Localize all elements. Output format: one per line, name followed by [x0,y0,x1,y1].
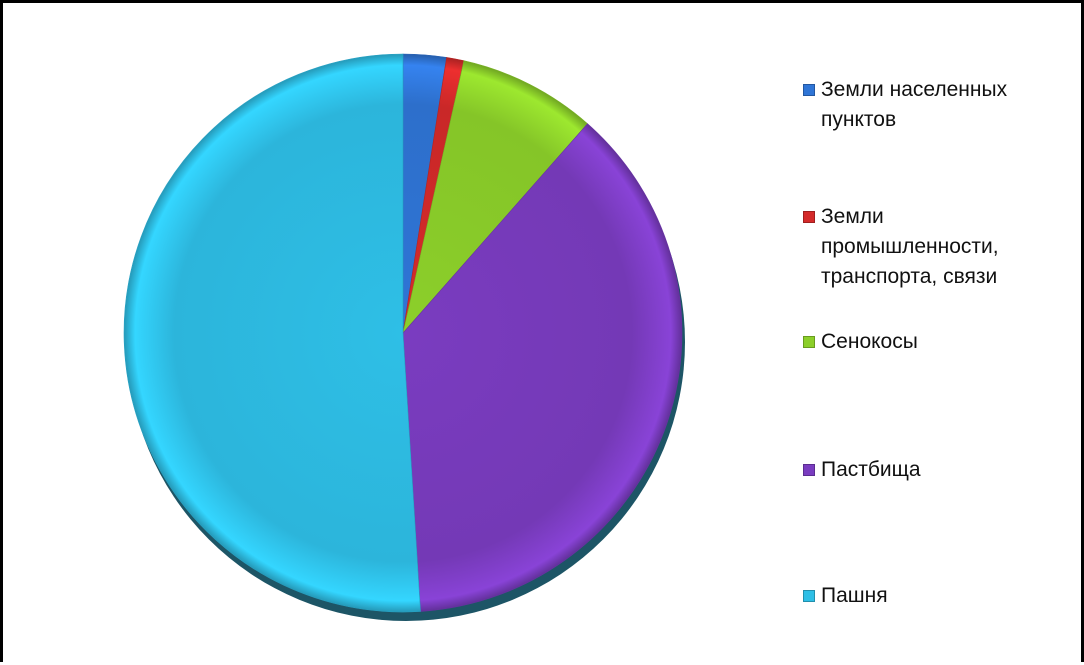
legend-item-pastures: Пастбища [803,455,1061,485]
legend-item-arable: Пашня [803,581,1061,611]
legend-label: Пастбища [821,458,921,481]
pie-slice-hayfields [402,60,588,334]
legend-label: Сенокосы [821,330,918,353]
pie-chart [123,53,685,621]
legend-item-hayfields: Сенокосы [803,327,1061,357]
legend-item-settlements: Земли населенных пунктов [803,75,1061,135]
legend-swatch [803,211,815,223]
legend-label: Пашня [821,584,888,607]
pie-slice-arable [123,53,421,613]
legend-item-industry: Земли промышленности, транспорта, связи [803,202,1061,292]
legend-swatch [803,336,815,348]
pie-slice-pastures [402,123,683,612]
legend-swatch [803,590,815,602]
legend-label: Земли промышленности, транспорта, связи [821,205,999,288]
legend-swatch [803,464,815,476]
legend-label: Земли населенных пунктов [821,78,1008,131]
legend-swatch [803,84,815,96]
